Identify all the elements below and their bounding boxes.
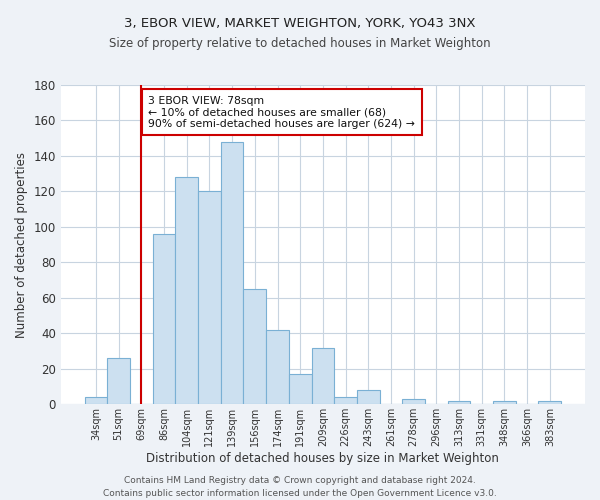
Bar bbox=[107, 358, 130, 405]
Bar bbox=[85, 397, 107, 404]
Bar bbox=[289, 374, 311, 404]
Text: 3 EBOR VIEW: 78sqm
← 10% of detached houses are smaller (68)
90% of semi-detache: 3 EBOR VIEW: 78sqm ← 10% of detached hou… bbox=[148, 96, 415, 129]
Bar bbox=[493, 400, 516, 404]
Bar bbox=[244, 289, 266, 405]
Bar bbox=[538, 400, 561, 404]
Bar bbox=[448, 400, 470, 404]
Bar bbox=[266, 330, 289, 404]
Bar bbox=[357, 390, 380, 404]
Text: Contains HM Land Registry data © Crown copyright and database right 2024.
Contai: Contains HM Land Registry data © Crown c… bbox=[103, 476, 497, 498]
Bar bbox=[152, 234, 175, 404]
Y-axis label: Number of detached properties: Number of detached properties bbox=[15, 152, 28, 338]
Bar bbox=[311, 348, 334, 405]
Bar bbox=[403, 399, 425, 404]
Bar bbox=[175, 177, 198, 404]
Bar bbox=[221, 142, 244, 405]
Bar bbox=[334, 397, 357, 404]
Text: Size of property relative to detached houses in Market Weighton: Size of property relative to detached ho… bbox=[109, 38, 491, 51]
Bar bbox=[198, 192, 221, 404]
Text: 3, EBOR VIEW, MARKET WEIGHTON, YORK, YO43 3NX: 3, EBOR VIEW, MARKET WEIGHTON, YORK, YO4… bbox=[124, 18, 476, 30]
X-axis label: Distribution of detached houses by size in Market Weighton: Distribution of detached houses by size … bbox=[146, 452, 499, 465]
